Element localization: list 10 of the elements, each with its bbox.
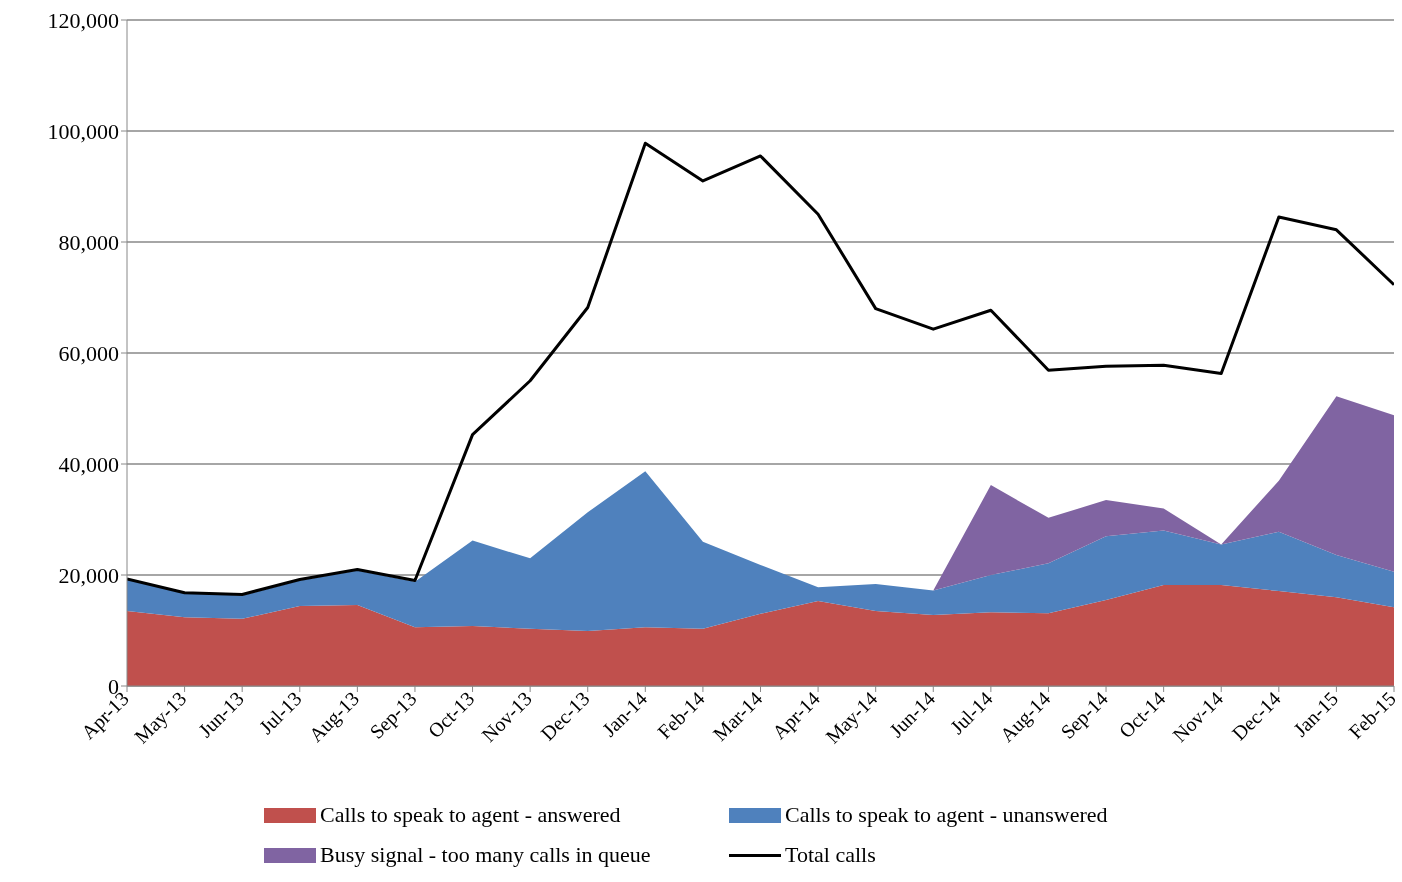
- legend-label: Total calls: [785, 842, 876, 868]
- y-tick-label: 20,000: [58, 562, 119, 588]
- legend-label: Busy signal - too many calls in queue: [320, 842, 651, 868]
- legend-label: Calls to speak to agent - answered: [320, 802, 621, 828]
- y-tick-label: 120,000: [47, 7, 119, 33]
- y-tick-label: 40,000: [58, 451, 119, 477]
- y-tick-label: 60,000: [58, 340, 119, 366]
- y-tick-label: 80,000: [58, 229, 119, 255]
- y-tick-label: 100,000: [47, 118, 119, 144]
- legend-label: Calls to speak to agent - unanswered: [785, 802, 1108, 828]
